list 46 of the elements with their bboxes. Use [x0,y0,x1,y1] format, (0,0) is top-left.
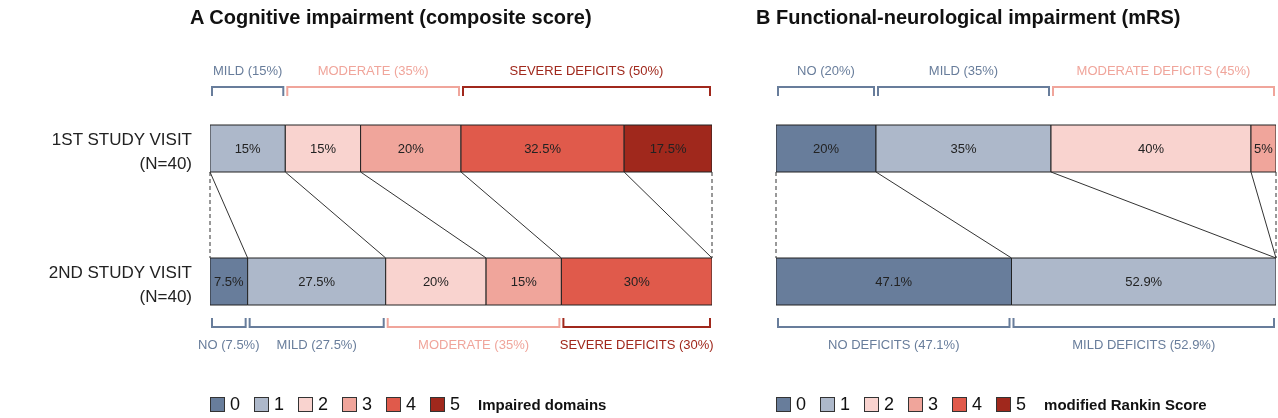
annotation: NO (7.5%) [198,337,260,352]
text: MILD (35%) [928,63,999,78]
legend-label: 1 [840,394,851,415]
data-label: 35% [950,141,977,156]
data-label: 20% [812,141,840,156]
legend-label: 0 [230,394,241,415]
legend-label: 5 [1016,394,1027,415]
legend-title: modified Rankin Score [1044,396,1207,413]
data-label: 20% [397,141,425,156]
data-label: 52.9% [1125,274,1163,289]
data-label: 47.1% [875,274,913,289]
data-label: 5% [1254,141,1274,156]
legend-label: 4 [972,394,983,415]
legend-label: 3 [928,394,939,415]
legend-label: 0 [796,394,807,415]
text: MILD (15%) [212,63,283,78]
chart-title: A Cognitive impairment (composite score) [190,6,592,29]
data-label: 27.5% [298,274,336,289]
data-label: 30% [623,274,651,289]
data-label: 7.5% [214,274,245,289]
data-label: 20% [422,274,450,289]
y-tick-label: 2ND STUDY VISIT (N=40) [48,262,192,306]
text: MODERATE (35%) [317,63,429,78]
data-label: 17.5% [649,141,687,156]
annotation: MODERATE (35%) [418,337,530,352]
data-label: 40% [1137,141,1165,156]
text: NO (20%) [797,63,855,78]
legend-label: 2 [318,394,329,415]
annotation: MILD DEFICITS (52.9%) [1072,337,1216,352]
legend-title: Impaired domains [478,396,607,413]
legend-label: 1 [274,394,285,415]
y-tick-label: 1ST STUDY VISIT (N=40) [51,129,192,173]
legend-label: 5 [450,394,461,415]
annotation: SEVERE DEFICITS (30%) [559,337,714,352]
legend-label: 3 [362,394,373,415]
legend-label: 2 [884,394,895,415]
chart-title: B Functional-neurological impairment (mRS) [756,6,1181,29]
annotation: NO DEFICITS (47.1%) [828,337,960,352]
legend-label: 4 [406,394,417,415]
annotation: MILD (27.5%) [276,337,357,352]
data-label: 15% [309,141,337,156]
data-label: 15% [234,141,262,156]
data-label: 15% [510,274,538,289]
text: SEVERE DEFICITS (50%) [509,63,664,78]
text: MODERATE DEFICITS (45%) [1076,63,1251,78]
data-label: 32.5% [524,141,562,156]
